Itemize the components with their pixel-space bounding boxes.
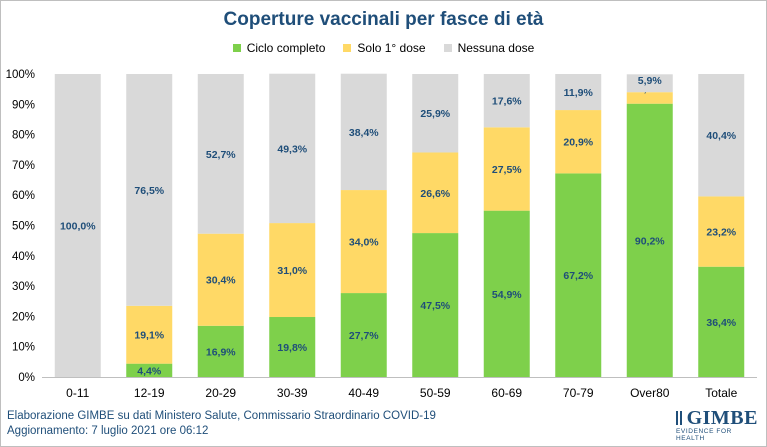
data-label: 67,2%	[563, 270, 593, 282]
x-tick-label: 40-49	[348, 386, 379, 400]
y-tick-label: 0%	[18, 372, 35, 384]
data-label: 27,7%	[349, 330, 379, 342]
bar-segment	[54, 74, 101, 377]
bar-segment	[197, 233, 244, 326]
bar-segment	[126, 363, 173, 377]
bar-segment	[269, 73, 316, 224]
bar-segment	[340, 73, 387, 191]
bar-segment	[698, 74, 745, 197]
x-tick-label: 0-11	[66, 386, 89, 400]
x-tick-label: 20-29	[205, 386, 236, 400]
x-tick-label: 70-79	[563, 386, 594, 400]
bar-segment	[197, 325, 244, 377]
data-label: 52,7%	[206, 149, 236, 161]
y-tick-label: 100%	[6, 69, 35, 81]
data-label: 19,8%	[277, 342, 307, 354]
data-label: 49,3%	[277, 143, 307, 155]
legend-swatch-nessuna-dose	[443, 44, 452, 52]
data-label: 31,0%	[277, 265, 307, 277]
y-tick-label: 20%	[12, 311, 35, 323]
data-label: 5,9%	[638, 75, 663, 87]
legend-item-nessuna-dose: Nessuna dose	[443, 41, 535, 55]
x-tick-label: 30-39	[277, 386, 308, 400]
legend-item-ciclo-completo: Ciclo completo	[232, 41, 326, 55]
data-label: 25,9%	[420, 108, 450, 120]
bar-segment	[698, 266, 745, 377]
legend-swatch-ciclo-completo	[232, 44, 241, 52]
legend-item-solo-prima-dose: Solo 1° dose	[343, 41, 426, 55]
footer-source: Elaborazione GIMBE su dati Ministero Sal…	[7, 410, 436, 422]
data-label: 16,9%	[206, 346, 236, 358]
bar-segment	[555, 173, 602, 377]
bar-segment	[483, 127, 530, 211]
legend-swatch-solo-prima-dose	[343, 44, 352, 52]
gimbe-logo: GIMBE EVIDENCE FOR HEALTH	[676, 407, 758, 442]
data-label: 27,5%	[492, 164, 522, 176]
y-tick-label: 80%	[12, 130, 35, 142]
bar-segment	[626, 74, 673, 93]
x-tick-label: 60-69	[491, 386, 522, 400]
data-label: 19,1%	[134, 330, 164, 342]
bar-segment	[412, 152, 459, 234]
bar-segment	[269, 317, 316, 377]
bar-segment	[626, 92, 673, 104]
x-tick-label: Totale	[705, 386, 737, 400]
data-label: 23,2%	[706, 227, 736, 239]
chart-footer: Elaborazione GIMBE su dati Ministero Sal…	[7, 409, 436, 439]
y-tick-label: 90%	[12, 99, 35, 111]
bar-segment	[412, 233, 459, 377]
logo-name: GIMBE	[686, 407, 758, 429]
y-tick-label: 50%	[12, 221, 35, 233]
bar-segment	[126, 305, 173, 364]
data-label: 38,4%	[349, 127, 379, 139]
bar-segment	[412, 74, 459, 153]
bar-segment	[340, 190, 387, 294]
data-label: 11,9%	[564, 87, 594, 99]
bar-segment	[555, 110, 602, 174]
bar-segment	[197, 74, 244, 234]
data-label: 36,4%	[706, 317, 736, 329]
data-label: 47,5%	[420, 300, 450, 312]
data-label: 20,9%	[563, 137, 593, 149]
data-label: 26,6%	[420, 188, 450, 200]
legend-label: Nessuna dose	[457, 41, 535, 55]
data-label: 4,4%	[137, 365, 162, 377]
x-tick-label: Over80	[630, 386, 670, 400]
y-tick-label: 10%	[12, 342, 35, 354]
data-label: 17,6%	[492, 96, 522, 108]
bar-segment	[126, 74, 173, 306]
x-tick-label: 12-19	[134, 386, 165, 400]
y-tick-label: 40%	[12, 251, 35, 263]
data-label: 54,9%	[492, 289, 522, 301]
data-label: 100,0%	[60, 221, 96, 233]
legend-label: Ciclo completo	[246, 41, 326, 55]
footer-updated: Aggiornamento: 7 luglio 2021 ore 06:12	[7, 425, 209, 437]
data-label: 90,2%	[635, 235, 665, 247]
bar-segment	[555, 74, 602, 111]
x-tick-label: 50-59	[420, 386, 451, 400]
y-tick-label: 70%	[12, 160, 35, 172]
bar-segment	[626, 103, 673, 377]
bar-segment	[340, 293, 387, 377]
y-tick-label: 60%	[12, 190, 35, 202]
data-label: 76,5%	[134, 185, 164, 197]
bar-segment	[698, 196, 745, 267]
legend-label: Solo 1° dose	[357, 41, 426, 55]
data-label: 40,4%	[706, 130, 736, 142]
logo-mark-icon	[676, 411, 684, 425]
data-label: 34,0%	[349, 237, 379, 249]
chart-legend: Ciclo completo Solo 1° dose Nessuna dose	[0, 41, 767, 55]
bar-segment	[483, 74, 530, 128]
chart-title: Coperture vaccinali per fasce di età	[223, 9, 544, 30]
bar-segment	[269, 223, 316, 318]
data-label: 30,4%	[206, 275, 236, 287]
logo-tagline: EVIDENCE FOR HEALTH	[676, 428, 732, 442]
bar-segment	[483, 210, 530, 377]
y-tick-label: 30%	[12, 281, 35, 293]
